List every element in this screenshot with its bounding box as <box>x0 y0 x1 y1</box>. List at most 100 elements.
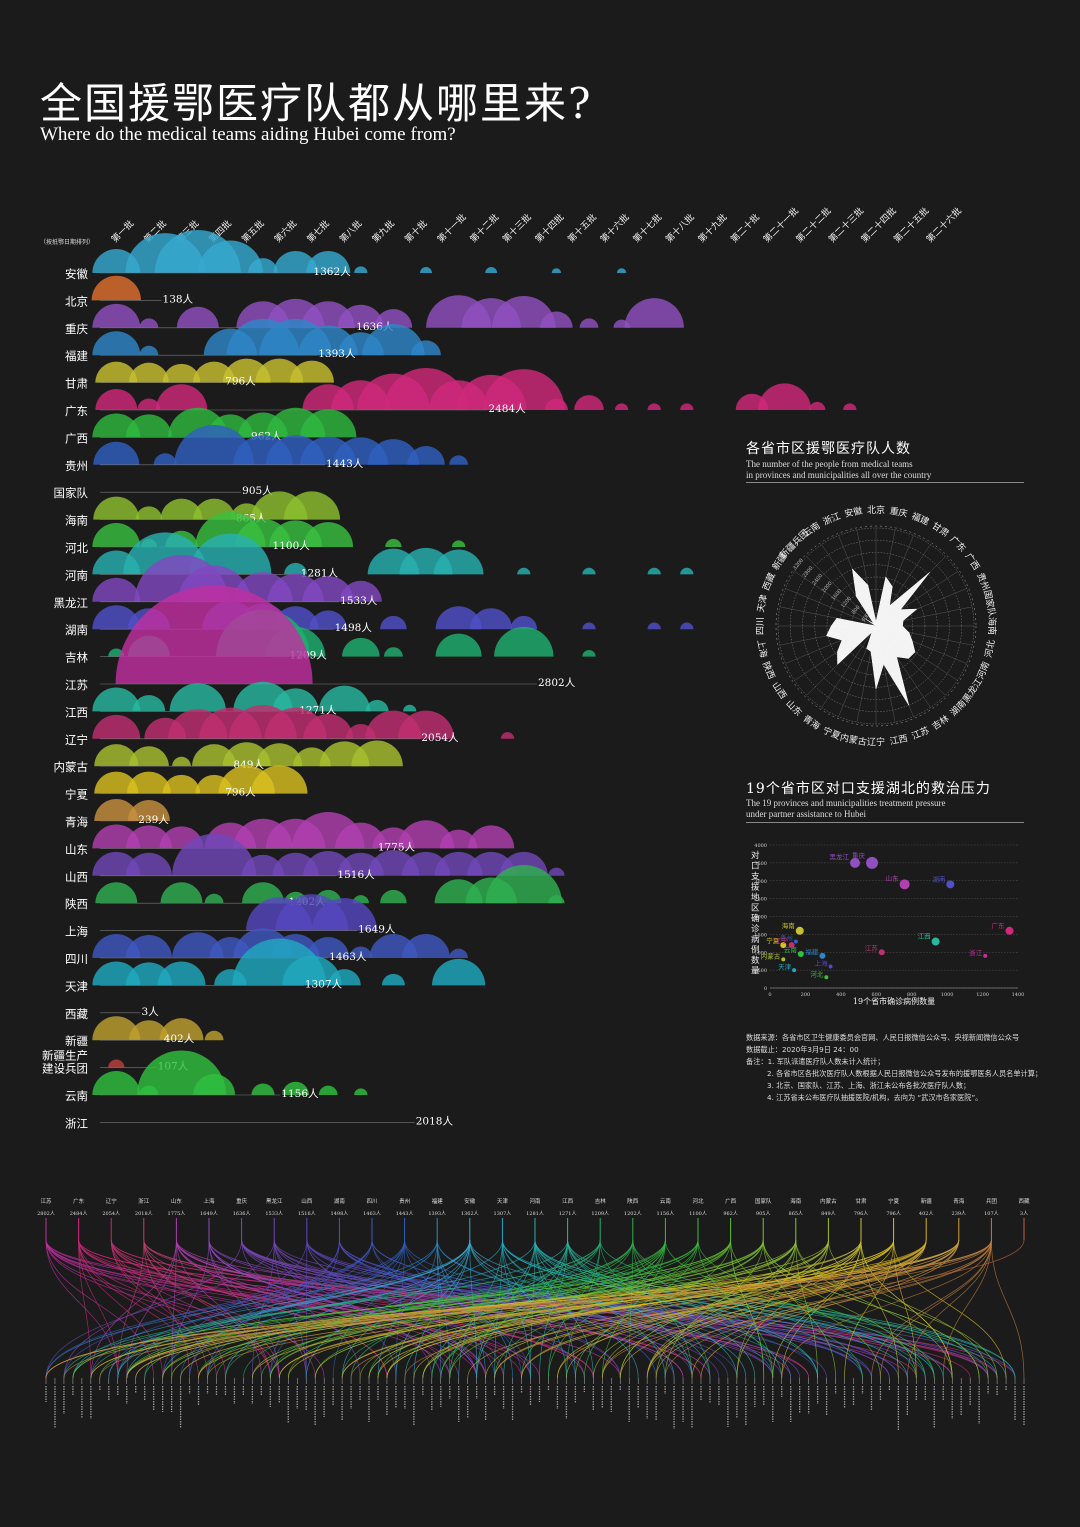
scatter-y-label-char: 量 <box>751 967 760 977</box>
row-total-label: 796人 <box>225 787 256 799</box>
row-label: 广东 <box>65 404 88 418</box>
flow-source-name: 江苏 <box>40 1197 52 1205</box>
bubble <box>439 829 478 849</box>
batch-label: 第十四批 <box>532 211 566 245</box>
flow-source-value: 402人 <box>919 1211 934 1217</box>
radar-ring-label: 800 <box>851 605 862 616</box>
flow-curve <box>730 1239 765 1379</box>
flow-curve <box>599 1239 711 1379</box>
flow-source-name: 广东 <box>73 1197 85 1205</box>
flow-curve <box>216 1239 634 1379</box>
bubble <box>385 538 402 547</box>
scatter-point <box>878 949 885 956</box>
bubble <box>176 306 219 328</box>
bubble <box>309 610 347 630</box>
row-6: 962人 <box>92 407 357 442</box>
flow-source-name: 甘肃 <box>855 1197 867 1205</box>
flow-curve <box>198 1239 927 1379</box>
radar-ring-label: 2000 <box>821 580 834 594</box>
radar-outer-ring <box>775 525 977 727</box>
flow-curve <box>386 1239 894 1379</box>
bubble <box>468 825 515 849</box>
flow-curve <box>942 1239 992 1379</box>
row-total-label: 1533人 <box>340 595 378 607</box>
bubble <box>420 267 432 273</box>
flow-source-name: 新疆 <box>921 1197 933 1205</box>
flow-curve <box>117 1239 145 1379</box>
flow-curve <box>45 1239 960 1379</box>
row-label: 北京 <box>65 294 88 308</box>
sort-note: （按抵鄂日期排列） <box>40 239 95 246</box>
flow-curve <box>436 1239 487 1379</box>
row-label: 辽宁 <box>65 733 88 747</box>
bubble <box>318 685 371 712</box>
flow-source-value: 1463人 <box>363 1211 381 1217</box>
scatter-point-label: 湖南 <box>932 874 946 883</box>
flow-source-name: 上海 <box>203 1197 215 1205</box>
radar-axis-label: 浙江 <box>821 510 842 528</box>
flow-curve <box>449 1239 764 1379</box>
scatter-y-label-char: 确 <box>751 913 760 924</box>
row-total-label: 239人 <box>138 814 169 826</box>
scatter-point <box>866 856 879 869</box>
flow-curve <box>198 1239 666 1379</box>
radar-ring-label: 1200 <box>840 596 853 610</box>
flow-source-name: 山西 <box>301 1197 313 1205</box>
radar-axis-label: 吉林 <box>930 712 952 732</box>
flow-curve <box>72 1239 731 1379</box>
bubble <box>680 567 694 575</box>
flow-source-name: 吉林 <box>595 1197 607 1205</box>
flow-curve <box>108 1239 471 1379</box>
bubble <box>282 1081 309 1095</box>
bubble <box>92 331 141 356</box>
row-label: 新疆 <box>65 1034 88 1048</box>
flow-source-name: 湖南 <box>334 1197 346 1205</box>
flow-curve <box>208 1239 531 1379</box>
row-label: 湖南 <box>65 623 88 637</box>
bubble <box>624 298 684 328</box>
scatter-y-label-char: 病 <box>751 934 760 945</box>
row-total-label: 905人 <box>242 485 273 497</box>
batch-label: 第十三批 <box>500 211 534 245</box>
source-line: 数据来源：各省市区卫生健康委员会官网、人民日报微信公众号、央视新闻微信公众号 <box>746 1033 1020 1042</box>
row-total-label: 2484人 <box>488 403 526 415</box>
radar-subtitle-line2: in provinces and municipalities all over… <box>746 470 932 480</box>
row-total-label: 796人 <box>225 376 256 388</box>
radar-spoke <box>806 556 877 627</box>
row-label: 黑龙江 <box>54 596 89 610</box>
bubble <box>94 744 139 767</box>
flow-curve <box>632 1239 863 1379</box>
radar-spoke <box>794 571 877 627</box>
bubble <box>137 398 161 410</box>
flow-source-value: 796人 <box>886 1211 901 1217</box>
flow-curve <box>880 1239 992 1379</box>
scatter-point <box>1005 926 1014 935</box>
flow-curve <box>252 1239 927 1379</box>
bubble <box>449 455 468 465</box>
flow-source-name: 安徽 <box>464 1197 476 1205</box>
flow-curve <box>632 1239 774 1379</box>
flow-source-value: 1281人 <box>526 1211 544 1217</box>
bubble <box>95 882 138 904</box>
flow-curve <box>567 1239 1016 1379</box>
bubble <box>339 580 382 602</box>
bubble <box>435 606 482 630</box>
radar-ring-label: 400 <box>860 612 871 623</box>
flow-curve <box>339 1239 729 1379</box>
radar-axis-label: 广东 <box>947 533 968 554</box>
flow-curve <box>45 1239 280 1379</box>
flow-curve <box>404 1239 1025 1379</box>
bubble <box>574 395 604 410</box>
bubble <box>273 250 318 273</box>
bubble <box>482 369 565 410</box>
radar-axis-label: 黑龙江 <box>960 676 985 705</box>
bubble <box>160 498 203 520</box>
bubble <box>680 403 694 410</box>
radar-subtitle-line1: The number of the people from medical te… <box>746 459 913 469</box>
bubble <box>125 852 172 876</box>
flow-curve <box>269 1239 634 1379</box>
flow-curve <box>494 1239 960 1379</box>
flow-curve <box>494 1239 927 1379</box>
scatter-x-tick: 400 <box>836 992 846 998</box>
bubble <box>128 362 169 383</box>
